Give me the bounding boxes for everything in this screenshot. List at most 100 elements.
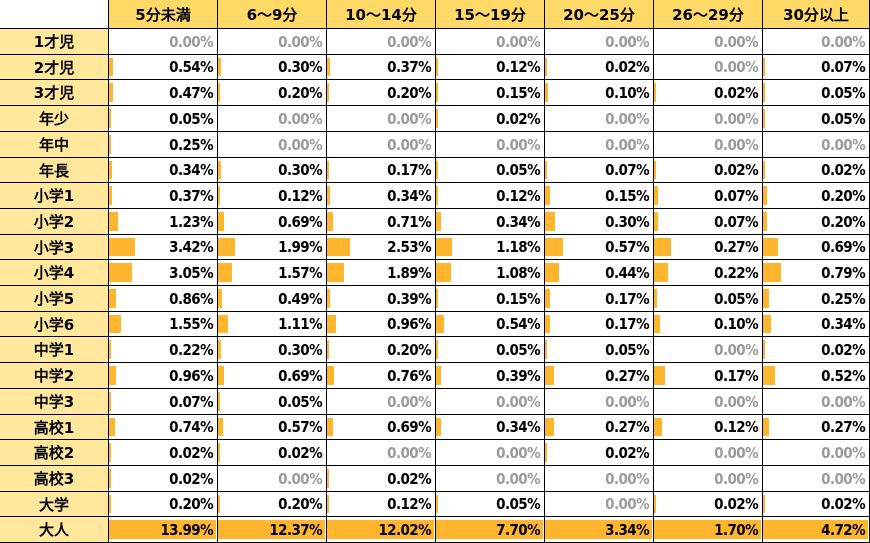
data-bar <box>436 212 441 231</box>
data-cell: 0.20% <box>763 183 870 209</box>
data-label: 0.05% <box>605 340 649 359</box>
data-cell: 0.57% <box>545 235 654 260</box>
data-bar <box>109 289 116 308</box>
data-cell: 3.05% <box>109 260 218 286</box>
data-label: 0.00% <box>496 135 540 154</box>
data-cell: 0.30% <box>545 209 654 235</box>
row-label: 3才児 <box>0 80 109 106</box>
data-label: 0.17% <box>605 289 649 308</box>
data-cell: 0.17% <box>654 363 763 389</box>
data-cell: 0.00% <box>327 106 436 132</box>
data-label: 0.20% <box>387 340 431 359</box>
data-bar <box>218 418 223 436</box>
data-bar <box>545 83 548 102</box>
data-bar <box>654 315 660 333</box>
data-label: 0.20% <box>169 495 213 513</box>
data-cell: 0.47% <box>109 80 218 106</box>
data-label: 0.00% <box>605 32 649 51</box>
data-label: 0.49% <box>278 289 322 308</box>
column-header: 10～14分 <box>327 0 436 29</box>
data-bar <box>763 83 765 102</box>
column-header: 26～29分 <box>654 0 763 29</box>
data-label: 3.34% <box>605 520 649 539</box>
data-bar <box>545 238 563 256</box>
data-label: 1.89% <box>387 263 431 282</box>
data-label: 0.00% <box>714 469 758 488</box>
data-cell: 0.52% <box>763 363 870 389</box>
data-label: 0.57% <box>605 238 649 256</box>
data-cell: 0.00% <box>327 440 436 466</box>
data-bar <box>436 238 452 256</box>
data-label: 0.20% <box>821 186 865 205</box>
data-label: 0.39% <box>387 289 431 308</box>
data-bar <box>436 340 438 359</box>
data-label: 0.00% <box>605 392 649 411</box>
data-label: 0.00% <box>496 443 540 462</box>
data-bar <box>545 161 547 179</box>
data-label: 2.53% <box>387 238 431 256</box>
data-cell: 0.37% <box>109 183 218 209</box>
data-label: 0.34% <box>496 418 540 436</box>
data-label: 0.44% <box>605 263 649 282</box>
data-label: 0.54% <box>496 315 540 333</box>
data-cell: 0.54% <box>436 312 545 337</box>
data-label: 0.00% <box>387 109 431 128</box>
data-label: 0.12% <box>714 418 758 436</box>
data-cell: 0.00% <box>545 132 654 158</box>
data-cell: 0.02% <box>327 466 436 492</box>
data-label: 1.08% <box>496 263 540 282</box>
data-bar <box>109 469 111 488</box>
data-cell: 0.17% <box>545 312 654 337</box>
row-label: 小学3 <box>0 235 109 260</box>
data-bar <box>109 418 115 436</box>
data-bar <box>109 315 121 333</box>
row-label: 高校2 <box>0 440 109 466</box>
data-cell: 0.00% <box>545 492 654 517</box>
data-bar <box>109 520 216 539</box>
data-cell: 0.57% <box>218 415 327 440</box>
data-cell: 1.57% <box>218 260 327 286</box>
data-label: 0.05% <box>169 109 213 128</box>
data-bar <box>218 340 221 359</box>
data-bar <box>218 263 232 282</box>
data-cell: 0.96% <box>327 312 436 337</box>
data-label: 0.22% <box>169 340 213 359</box>
data-label: 0.00% <box>714 392 758 411</box>
data-bar <box>218 83 220 102</box>
data-bar <box>436 315 444 333</box>
data-label: 1.18% <box>496 238 540 256</box>
data-label: 0.00% <box>169 32 213 51</box>
data-label: 0.12% <box>496 58 540 76</box>
data-cell: 0.12% <box>218 183 327 209</box>
data-bar <box>109 212 118 231</box>
data-cell: 0.05% <box>654 286 763 312</box>
data-cell: 0.34% <box>436 415 545 440</box>
data-bar <box>436 58 438 76</box>
data-label: 0.69% <box>387 418 431 436</box>
data-bar <box>654 238 671 256</box>
data-label: 0.07% <box>714 212 758 231</box>
column-header: 15～19分 <box>436 0 545 29</box>
data-bar <box>218 495 220 513</box>
data-label: 0.54% <box>169 58 213 76</box>
data-cell: 0.22% <box>109 337 218 363</box>
data-bar <box>327 289 330 308</box>
row-label: 大学 <box>0 492 109 517</box>
corner-cell <box>0 0 109 29</box>
data-bar <box>218 238 235 256</box>
data-cell: 13.99% <box>109 517 218 543</box>
data-label: 0.27% <box>605 418 649 436</box>
data-label: 0.05% <box>714 289 758 308</box>
data-cell: 0.02% <box>545 440 654 466</box>
data-cell: 0.02% <box>218 440 327 466</box>
data-bar <box>109 135 111 154</box>
data-label: 0.05% <box>821 83 865 102</box>
data-cell: 0.54% <box>109 55 218 80</box>
data-cell: 0.12% <box>327 492 436 517</box>
data-bar <box>763 212 767 231</box>
data-bar <box>218 443 220 462</box>
data-label: 0.20% <box>387 83 431 102</box>
data-cell: 0.10% <box>545 80 654 106</box>
data-label: 0.10% <box>605 83 649 102</box>
data-label: 0.02% <box>821 340 865 359</box>
